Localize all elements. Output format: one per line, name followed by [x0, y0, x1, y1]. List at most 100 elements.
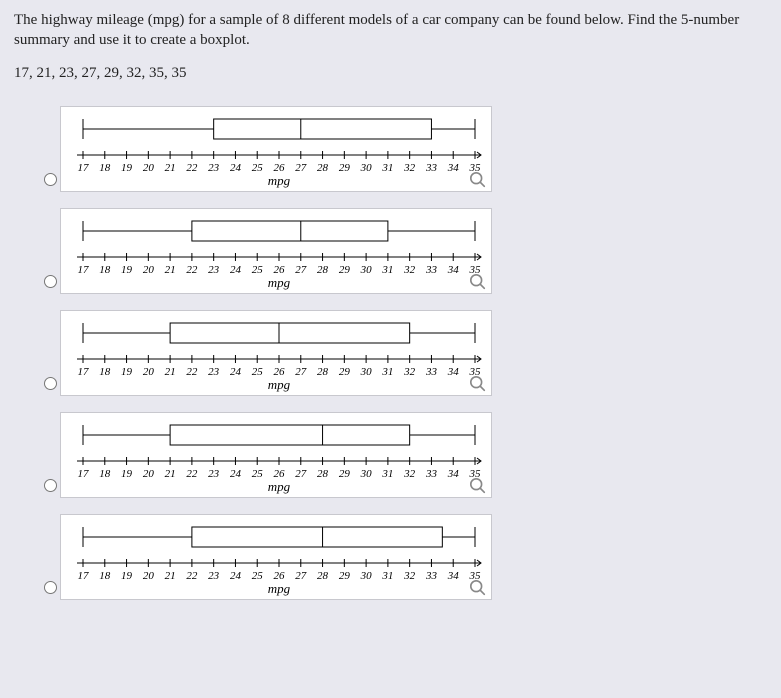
option-3-panel: 17181920212223242526272829303132333435mp…: [60, 310, 492, 396]
svg-text:32: 32: [403, 264, 416, 276]
svg-text:32: 32: [403, 468, 416, 480]
svg-text:30: 30: [360, 570, 373, 582]
svg-text:23: 23: [208, 162, 220, 174]
svg-text:34: 34: [447, 570, 460, 582]
option-4-panel: 17181920212223242526272829303132333435mp…: [60, 412, 492, 498]
svg-text:27: 27: [295, 264, 307, 276]
svg-text:28: 28: [317, 162, 329, 174]
svg-text:mpg: mpg: [268, 581, 291, 596]
svg-text:28: 28: [317, 570, 329, 582]
svg-text:33: 33: [425, 162, 438, 174]
svg-text:25: 25: [252, 162, 264, 174]
svg-text:30: 30: [360, 468, 373, 480]
svg-text:21: 21: [165, 162, 176, 174]
svg-text:18: 18: [99, 264, 111, 276]
options-list: 17181920212223242526272829303132333435mp…: [40, 106, 767, 600]
svg-text:27: 27: [295, 468, 307, 480]
svg-text:25: 25: [252, 468, 264, 480]
svg-text:18: 18: [99, 366, 111, 378]
svg-text:25: 25: [252, 264, 264, 276]
svg-text:34: 34: [447, 366, 460, 378]
svg-text:21: 21: [165, 468, 176, 480]
zoom-button[interactable]: [469, 477, 487, 495]
svg-text:32: 32: [403, 162, 416, 174]
svg-text:23: 23: [208, 570, 220, 582]
svg-text:17: 17: [78, 264, 90, 276]
svg-text:29: 29: [339, 366, 351, 378]
svg-text:19: 19: [121, 468, 133, 480]
zoom-button[interactable]: [469, 171, 487, 189]
svg-text:28: 28: [317, 468, 329, 480]
option-1-panel: 17181920212223242526272829303132333435mp…: [60, 106, 492, 192]
svg-text:31: 31: [381, 366, 393, 378]
svg-text:24: 24: [230, 366, 242, 378]
svg-text:20: 20: [143, 570, 155, 582]
svg-text:25: 25: [252, 366, 264, 378]
svg-text:30: 30: [360, 162, 373, 174]
svg-text:31: 31: [381, 468, 393, 480]
zoom-icon[interactable]: [469, 579, 487, 597]
svg-text:24: 24: [230, 570, 242, 582]
zoom-button[interactable]: [469, 375, 487, 393]
svg-text:17: 17: [78, 366, 90, 378]
svg-text:20: 20: [143, 162, 155, 174]
svg-text:20: 20: [143, 264, 155, 276]
svg-text:17: 17: [78, 162, 90, 174]
svg-text:19: 19: [121, 264, 133, 276]
svg-text:mpg: mpg: [268, 173, 291, 188]
option-2-radio[interactable]: [44, 275, 57, 288]
zoom-button[interactable]: [469, 273, 487, 291]
svg-text:31: 31: [381, 264, 393, 276]
svg-text:28: 28: [317, 264, 329, 276]
svg-text:32: 32: [403, 570, 416, 582]
svg-text:24: 24: [230, 264, 242, 276]
svg-text:29: 29: [339, 570, 351, 582]
svg-text:30: 30: [360, 366, 373, 378]
svg-text:17: 17: [78, 468, 90, 480]
svg-text:27: 27: [295, 570, 307, 582]
svg-text:32: 32: [403, 366, 416, 378]
zoom-icon[interactable]: [469, 477, 487, 495]
svg-text:19: 19: [121, 162, 133, 174]
svg-text:22: 22: [186, 264, 198, 276]
option-3: 17181920212223242526272829303132333435mp…: [40, 310, 767, 396]
svg-text:34: 34: [447, 468, 460, 480]
svg-text:29: 29: [339, 468, 351, 480]
zoom-button[interactable]: [469, 579, 487, 597]
option-5-panel: 17181920212223242526272829303132333435mp…: [60, 514, 492, 600]
svg-text:22: 22: [186, 570, 198, 582]
svg-text:20: 20: [143, 366, 155, 378]
svg-text:17: 17: [78, 570, 90, 582]
svg-text:18: 18: [99, 162, 111, 174]
svg-text:22: 22: [186, 366, 198, 378]
svg-text:21: 21: [165, 570, 176, 582]
option-3-radio[interactable]: [44, 377, 57, 390]
svg-text:30: 30: [360, 264, 373, 276]
svg-text:24: 24: [230, 162, 242, 174]
zoom-icon[interactable]: [469, 273, 487, 291]
svg-text:22: 22: [186, 468, 198, 480]
svg-text:22: 22: [186, 162, 198, 174]
svg-text:29: 29: [339, 162, 351, 174]
svg-text:31: 31: [381, 570, 393, 582]
option-2: 17181920212223242526272829303132333435mp…: [40, 208, 767, 294]
option-1-radio[interactable]: [44, 173, 57, 186]
svg-text:25: 25: [252, 570, 264, 582]
svg-text:19: 19: [121, 570, 133, 582]
svg-text:23: 23: [208, 468, 220, 480]
zoom-icon[interactable]: [469, 171, 487, 189]
option-5: 17181920212223242526272829303132333435mp…: [40, 514, 767, 600]
option-1: 17181920212223242526272829303132333435mp…: [40, 106, 767, 192]
svg-text:23: 23: [208, 264, 220, 276]
svg-text:33: 33: [425, 468, 438, 480]
zoom-icon[interactable]: [469, 375, 487, 393]
svg-text:21: 21: [165, 366, 176, 378]
option-4-radio[interactable]: [44, 479, 57, 492]
svg-text:27: 27: [295, 162, 307, 174]
svg-text:18: 18: [99, 468, 111, 480]
data-values: 17, 21, 23, 27, 29, 32, 35, 35: [14, 65, 767, 82]
svg-text:mpg: mpg: [268, 377, 291, 392]
svg-text:18: 18: [99, 570, 111, 582]
option-5-radio[interactable]: [44, 581, 57, 594]
svg-text:20: 20: [143, 468, 155, 480]
